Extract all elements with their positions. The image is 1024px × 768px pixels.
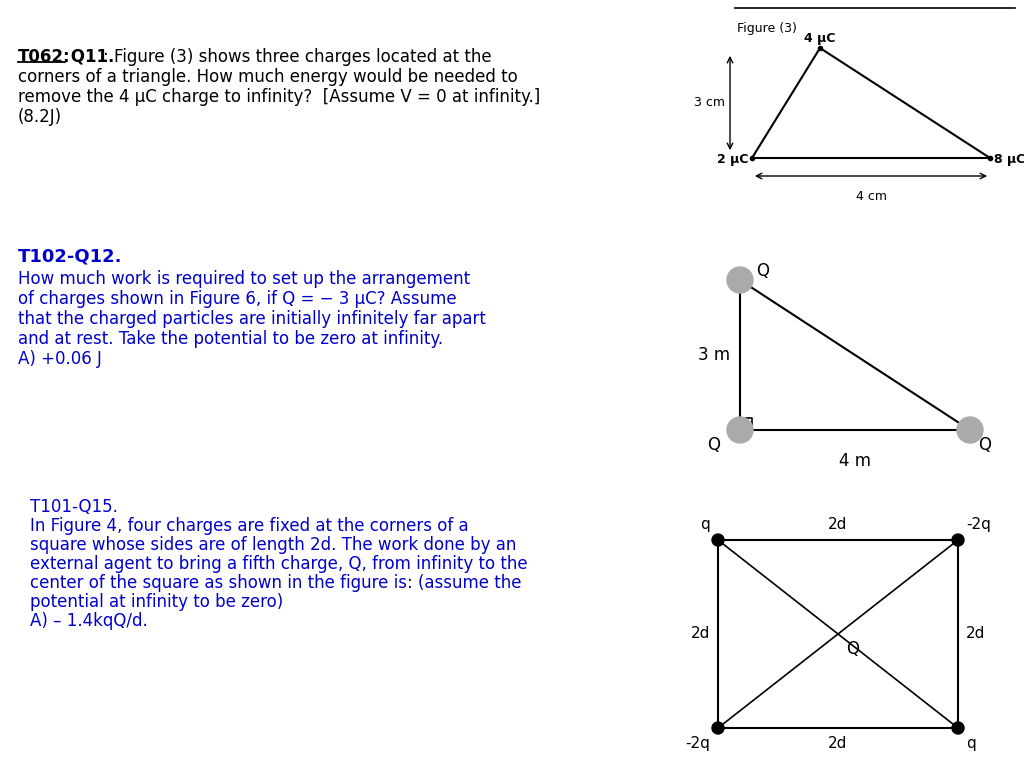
Text: 4 cm: 4 cm (855, 190, 887, 203)
Text: 2d: 2d (966, 627, 985, 641)
Text: that the charged particles are initially infinitely far apart: that the charged particles are initially… (18, 310, 485, 328)
Text: 4 m: 4 m (839, 452, 871, 470)
Text: A) – 1.4kqQ/d.: A) – 1.4kqQ/d. (30, 612, 147, 630)
Text: T062:: T062: (18, 48, 71, 66)
Text: and at rest. Take the potential to be zero at infinity.: and at rest. Take the potential to be ze… (18, 330, 443, 348)
Text: -2q: -2q (685, 736, 710, 751)
Text: square whose sides are of length 2d. The work done by an: square whose sides are of length 2d. The… (30, 536, 516, 554)
Text: -2q: -2q (966, 517, 991, 532)
Text: 4 μC: 4 μC (804, 32, 836, 45)
Circle shape (727, 417, 753, 443)
Text: corners of a triangle. How much energy would be needed to: corners of a triangle. How much energy w… (18, 68, 518, 86)
Text: : Figure (3) shows three charges located at the: : Figure (3) shows three charges located… (103, 48, 492, 66)
Text: remove the 4 μC charge to infinity?  [Assume V = 0 at infinity.]: remove the 4 μC charge to infinity? [Ass… (18, 88, 541, 106)
Text: 8 μC: 8 μC (994, 154, 1024, 167)
Text: In Figure 4, four charges are fixed at the corners of a: In Figure 4, four charges are fixed at t… (30, 517, 469, 535)
Text: potential at infinity to be zero): potential at infinity to be zero) (30, 593, 284, 611)
Text: Q: Q (978, 436, 991, 454)
Text: Q11.: Q11. (65, 48, 115, 66)
Text: 2d: 2d (828, 517, 848, 532)
Text: (8.2J): (8.2J) (18, 108, 62, 126)
Circle shape (957, 417, 983, 443)
Text: How much work is required to set up the arrangement: How much work is required to set up the … (18, 270, 470, 288)
Text: 2d: 2d (828, 736, 848, 751)
Circle shape (727, 267, 753, 293)
Text: Q: Q (707, 436, 720, 454)
Text: Q: Q (756, 262, 769, 280)
Circle shape (952, 534, 964, 546)
Text: 2 μC: 2 μC (717, 154, 748, 167)
Text: Figure (3): Figure (3) (737, 22, 797, 35)
Text: T102-Q12.: T102-Q12. (18, 248, 123, 266)
Text: 3 m: 3 m (698, 346, 730, 364)
Text: of charges shown in Figure 6, if Q = − 3 μC? Assume: of charges shown in Figure 6, if Q = − 3… (18, 290, 457, 308)
Circle shape (952, 722, 964, 734)
Text: 3 cm: 3 cm (694, 97, 725, 110)
Text: center of the square as shown in the figure is: (assume the: center of the square as shown in the fig… (30, 574, 521, 592)
Text: 2d: 2d (690, 627, 710, 641)
Circle shape (712, 722, 724, 734)
Text: A) +0.06 J: A) +0.06 J (18, 350, 101, 368)
Circle shape (712, 534, 724, 546)
Text: q: q (700, 517, 710, 532)
Text: external agent to bring a fifth charge, Q, from infinity to the: external agent to bring a fifth charge, … (30, 555, 527, 573)
Text: Q: Q (847, 640, 859, 658)
Text: q: q (966, 736, 976, 751)
Text: T101-Q15.: T101-Q15. (30, 498, 118, 516)
